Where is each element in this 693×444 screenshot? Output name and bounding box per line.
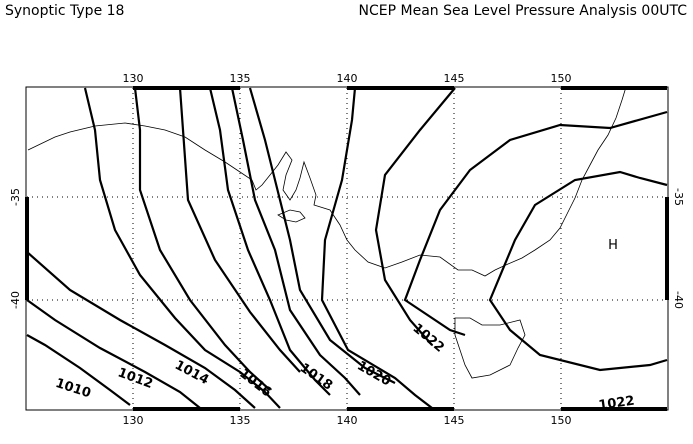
isobar-label: 1012 [116,365,155,391]
isobar-label: 1018 [297,361,335,394]
lon-tick-bottom: 135 [230,414,251,427]
analysis-title: NCEP Mean Sea Level Pressure Analysis 00… [358,3,687,19]
isobar-label: 1010 [54,376,93,401]
axis-bars [25,86,669,411]
isobar-label: 1022 [598,394,636,414]
lat-tick-right: -35 [672,188,685,206]
lon-tick-bottom: 130 [123,414,144,427]
isobar-label: 1014 [172,358,211,388]
lon-tick-bottom: 150 [551,414,572,427]
high-pressure-marker: H [608,238,618,253]
lon-tick-top: 145 [444,72,465,85]
lat-tick-left: -35 [9,188,22,206]
lon-tick-top: 150 [551,72,572,85]
lon-tick-bottom: 145 [444,414,465,427]
lon-tick-top: 135 [230,72,251,85]
graticule [27,88,667,409]
isobars [26,87,668,409]
isobar-label: 1020 [354,358,393,389]
lon-tick-bottom: 140 [337,414,358,427]
isobar-label: 1022 [410,321,447,356]
lon-tick-top: 140 [337,72,358,85]
map-title: Synoptic Type 18 [5,3,125,19]
lon-tick-top: 130 [123,72,144,85]
lat-tick-left: -40 [9,291,22,309]
lat-tick-right: -40 [672,291,685,309]
